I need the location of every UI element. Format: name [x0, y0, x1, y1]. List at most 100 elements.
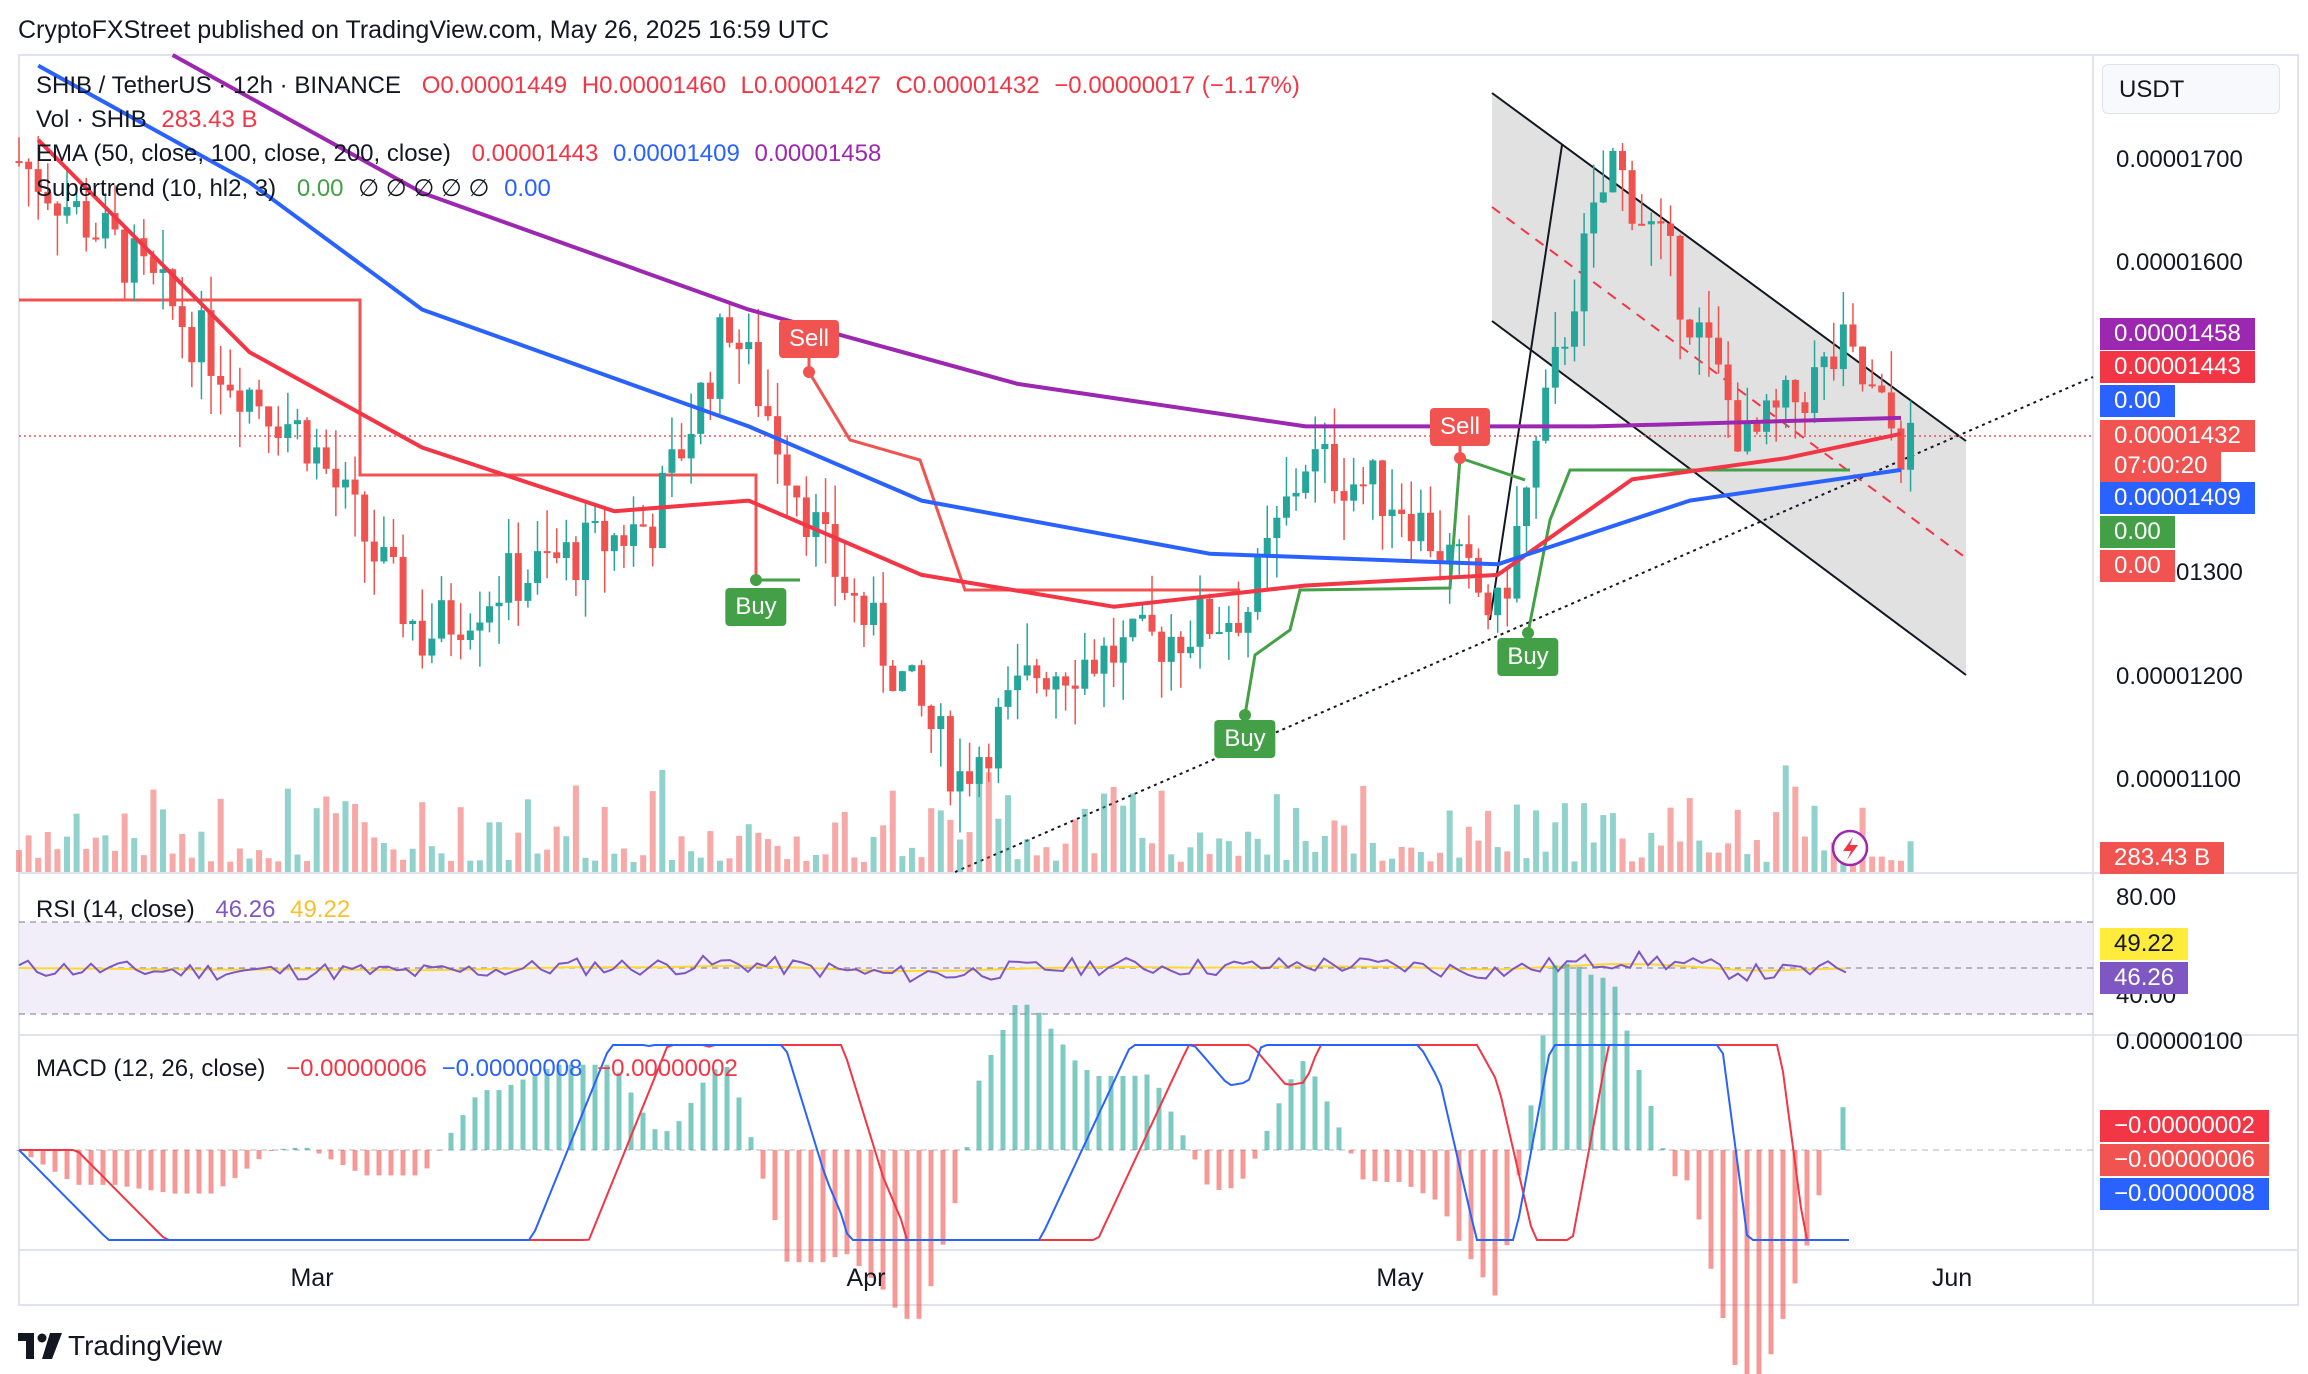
candle-body: [1378, 460, 1386, 517]
candle-body: [1177, 636, 1185, 654]
pill-supertrend-green: 0.00: [2100, 516, 2175, 548]
candle-body: [1196, 598, 1204, 647]
rsi-ma-line: [18, 962, 1847, 973]
macd-hist-bar: [364, 1150, 370, 1176]
macd-hist-bar: [736, 1097, 742, 1150]
candle-body: [34, 169, 42, 192]
candle-body: [582, 522, 590, 580]
symbol-legend: SHIB / TetherUS · 12h · BINANCE O0.00001…: [36, 72, 1308, 100]
ema-label[interactable]: EMA (50, close, 100, close, 200, close): [36, 140, 451, 167]
macd-hist-bar: [640, 1112, 646, 1150]
volume-bar: [160, 809, 167, 872]
volume-bar: [1561, 803, 1568, 872]
candle-body: [370, 541, 378, 562]
volume-bar: [361, 822, 368, 872]
candle-body: [418, 620, 426, 656]
volume-bar: [1129, 793, 1136, 872]
candle-body: [245, 389, 253, 412]
volume-bar: [688, 851, 695, 872]
volume-bar: [582, 857, 589, 872]
volume-bar: [1715, 852, 1722, 872]
macd-hist-bar: [1372, 1150, 1378, 1182]
ema-line-1: [37, 63, 1902, 567]
volume-bar: [323, 796, 330, 872]
candle-body: [1398, 509, 1406, 515]
candle-body: [332, 468, 340, 488]
macd-hist-bar: [280, 1148, 286, 1150]
macd-hist-bar: [1636, 1069, 1642, 1150]
price-pane-frame: [18, 54, 2299, 1306]
candle-body: [149, 256, 157, 273]
macd-hist-bar: [1480, 1150, 1486, 1278]
volume-bar: [275, 861, 282, 872]
candle-body: [831, 524, 839, 577]
supertrend-empty-values: ∅ ∅ ∅ ∅ ∅: [358, 175, 490, 202]
macd-hist-bar: [1660, 1148, 1666, 1150]
buy-signal-2[interactable]: Buy: [1214, 720, 1276, 758]
candle-body: [850, 592, 858, 596]
volume-label[interactable]: Vol · SHIB: [36, 106, 147, 133]
macd-hist-bar: [1648, 1105, 1654, 1150]
sell-signal-2[interactable]: Sell: [1429, 408, 1491, 446]
candle-body: [1436, 551, 1444, 562]
volume-bar: [140, 855, 147, 872]
macd-hist-bar: [1432, 1150, 1438, 1200]
candle-body: [111, 213, 119, 230]
price-tick-1200: 0.00001200: [2116, 663, 2243, 690]
pill-ema200: 0.00001458: [2100, 318, 2255, 350]
macd-hist-bar: [1528, 1105, 1534, 1150]
symbol-title[interactable]: SHIB / TetherUS · 12h · BINANCE: [36, 72, 402, 99]
macd-hist-bar: [1816, 1150, 1822, 1196]
volume-bar: [1206, 854, 1213, 872]
rsi-line: [18, 949, 1847, 984]
candle-body: [255, 389, 263, 407]
candle-body: [313, 447, 321, 464]
candle-body: [1859, 346, 1867, 385]
buy-signal-3[interactable]: Buy: [1497, 638, 1559, 676]
buy-signal-1[interactable]: Buy: [725, 588, 787, 626]
macd-hist-bar: [484, 1090, 490, 1150]
macd-hist-bar: [1408, 1150, 1414, 1187]
currency-button[interactable]: USDT: [2102, 64, 2280, 114]
volume-bar: [736, 835, 743, 872]
volume-bar: [1120, 805, 1127, 872]
candle-body: [226, 384, 234, 391]
volume-bar: [505, 860, 512, 872]
volume-bar: [1571, 861, 1578, 872]
volume-bar: [870, 836, 877, 872]
macd-hist-bar: [1144, 1074, 1150, 1150]
candle-body: [1734, 400, 1742, 452]
alert-bolt-glyph: [1843, 837, 1858, 860]
candle-body: [351, 479, 359, 495]
macd-hist-bar: [268, 1150, 274, 1152]
rsi-label[interactable]: RSI (14, close): [36, 896, 195, 923]
macd-hist-bar: [64, 1150, 70, 1180]
candle-body: [1580, 233, 1588, 312]
volume-bar: [428, 846, 435, 872]
macd-hist-bar: [1300, 1061, 1306, 1150]
volume-bar: [150, 789, 157, 872]
sell-signal-1[interactable]: Sell: [778, 320, 840, 358]
macd-hist-bar: [1264, 1130, 1270, 1150]
pill-last-price: 0.00001432: [2100, 420, 2255, 452]
candle-body: [1743, 421, 1751, 452]
macd-hist-bar: [1420, 1150, 1426, 1194]
candle-body: [572, 542, 580, 580]
volume-bar: [1465, 826, 1472, 872]
pill-supertrend-red: 0.00: [2100, 550, 2175, 582]
volume-bar: [486, 822, 493, 872]
macd-hist-bar: [304, 1147, 310, 1150]
macd-hist-bar: [664, 1131, 670, 1150]
candle-body: [197, 310, 205, 363]
macd-label[interactable]: MACD (12, 26, close): [36, 1055, 266, 1082]
supertrend-label[interactable]: Supertrend (10, hl2, 3): [36, 175, 277, 202]
candle-body: [889, 665, 897, 691]
macd-hist-bar: [1348, 1150, 1354, 1154]
macd-hist-bar: [1060, 1044, 1066, 1150]
macd-hist-bar: [616, 1072, 622, 1150]
candle-body: [553, 552, 561, 559]
candle-body: [668, 449, 676, 473]
volume-bar: [841, 811, 848, 872]
candle-body: [389, 547, 397, 557]
